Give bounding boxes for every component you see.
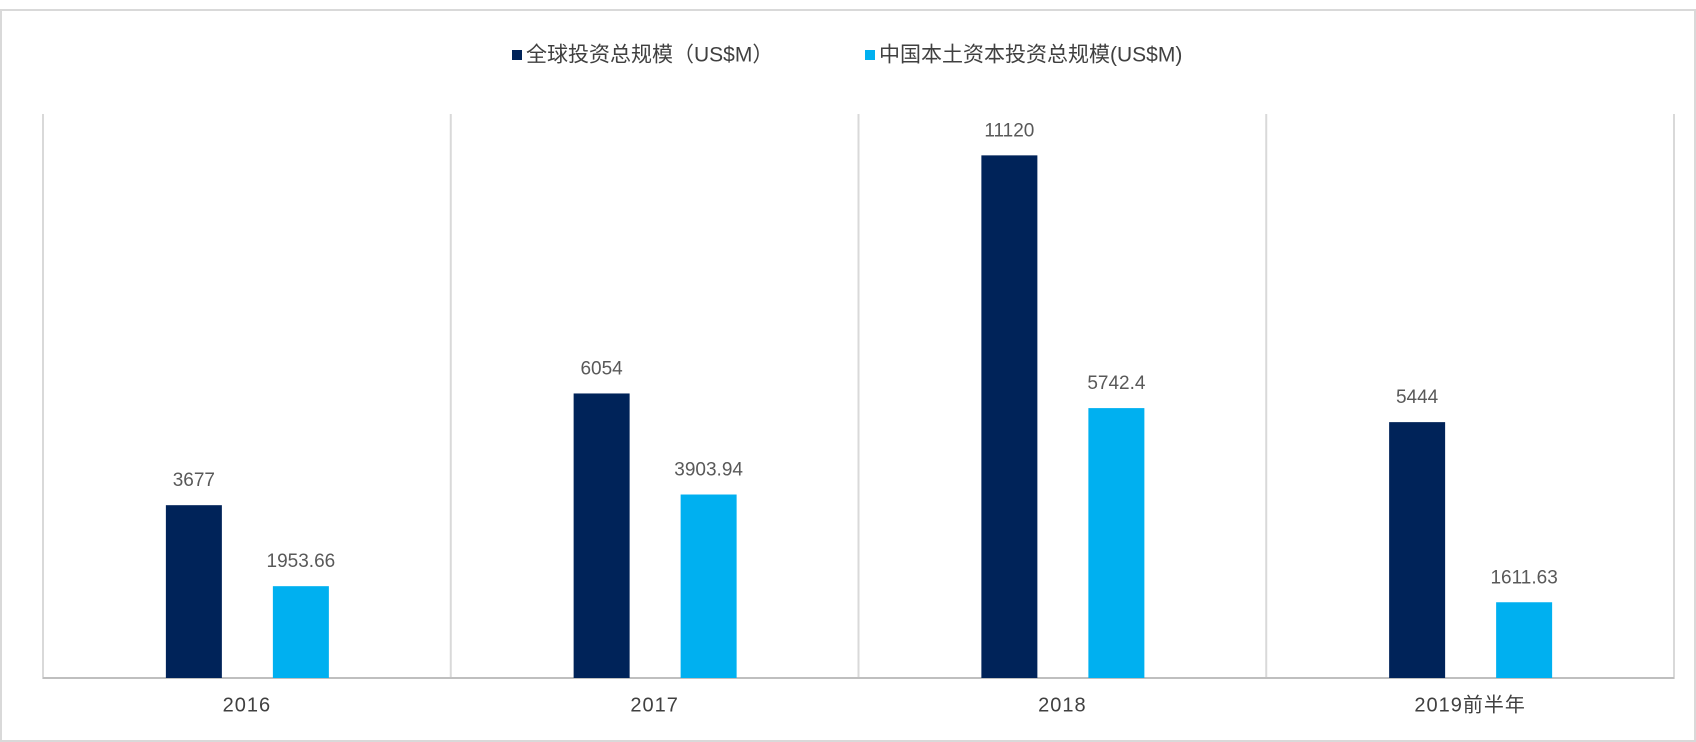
value-label: 6054	[580, 358, 623, 379]
value-label: 3677	[173, 470, 215, 491]
value-label: 3903.94	[674, 460, 743, 481]
x-tick-label: 2019前半年	[1414, 693, 1526, 716]
x-tick-label: 2017	[630, 694, 679, 716]
legend-label: 中国本土资本投资总规模(US$M)	[879, 44, 1182, 67]
bar	[680, 494, 737, 678]
legend-swatch	[865, 50, 875, 60]
value-label: 5444	[1396, 387, 1439, 408]
x-tick-label: 2016	[223, 694, 272, 716]
legend-label: 全球投资总规模（US$M）	[526, 44, 773, 67]
value-label: 1611.63	[1490, 567, 1557, 588]
value-label: 11120	[984, 120, 1034, 141]
bar	[1389, 422, 1446, 678]
bar	[165, 505, 222, 678]
legend-swatch	[512, 50, 522, 60]
value-label: 1953.66	[267, 551, 336, 572]
bar	[1088, 408, 1145, 678]
bar	[573, 393, 630, 678]
bar	[272, 586, 329, 678]
bar	[981, 155, 1038, 679]
x-tick-label: 2018	[1038, 694, 1087, 716]
bar	[1496, 602, 1553, 678]
value-label: 5742.4	[1087, 373, 1146, 394]
